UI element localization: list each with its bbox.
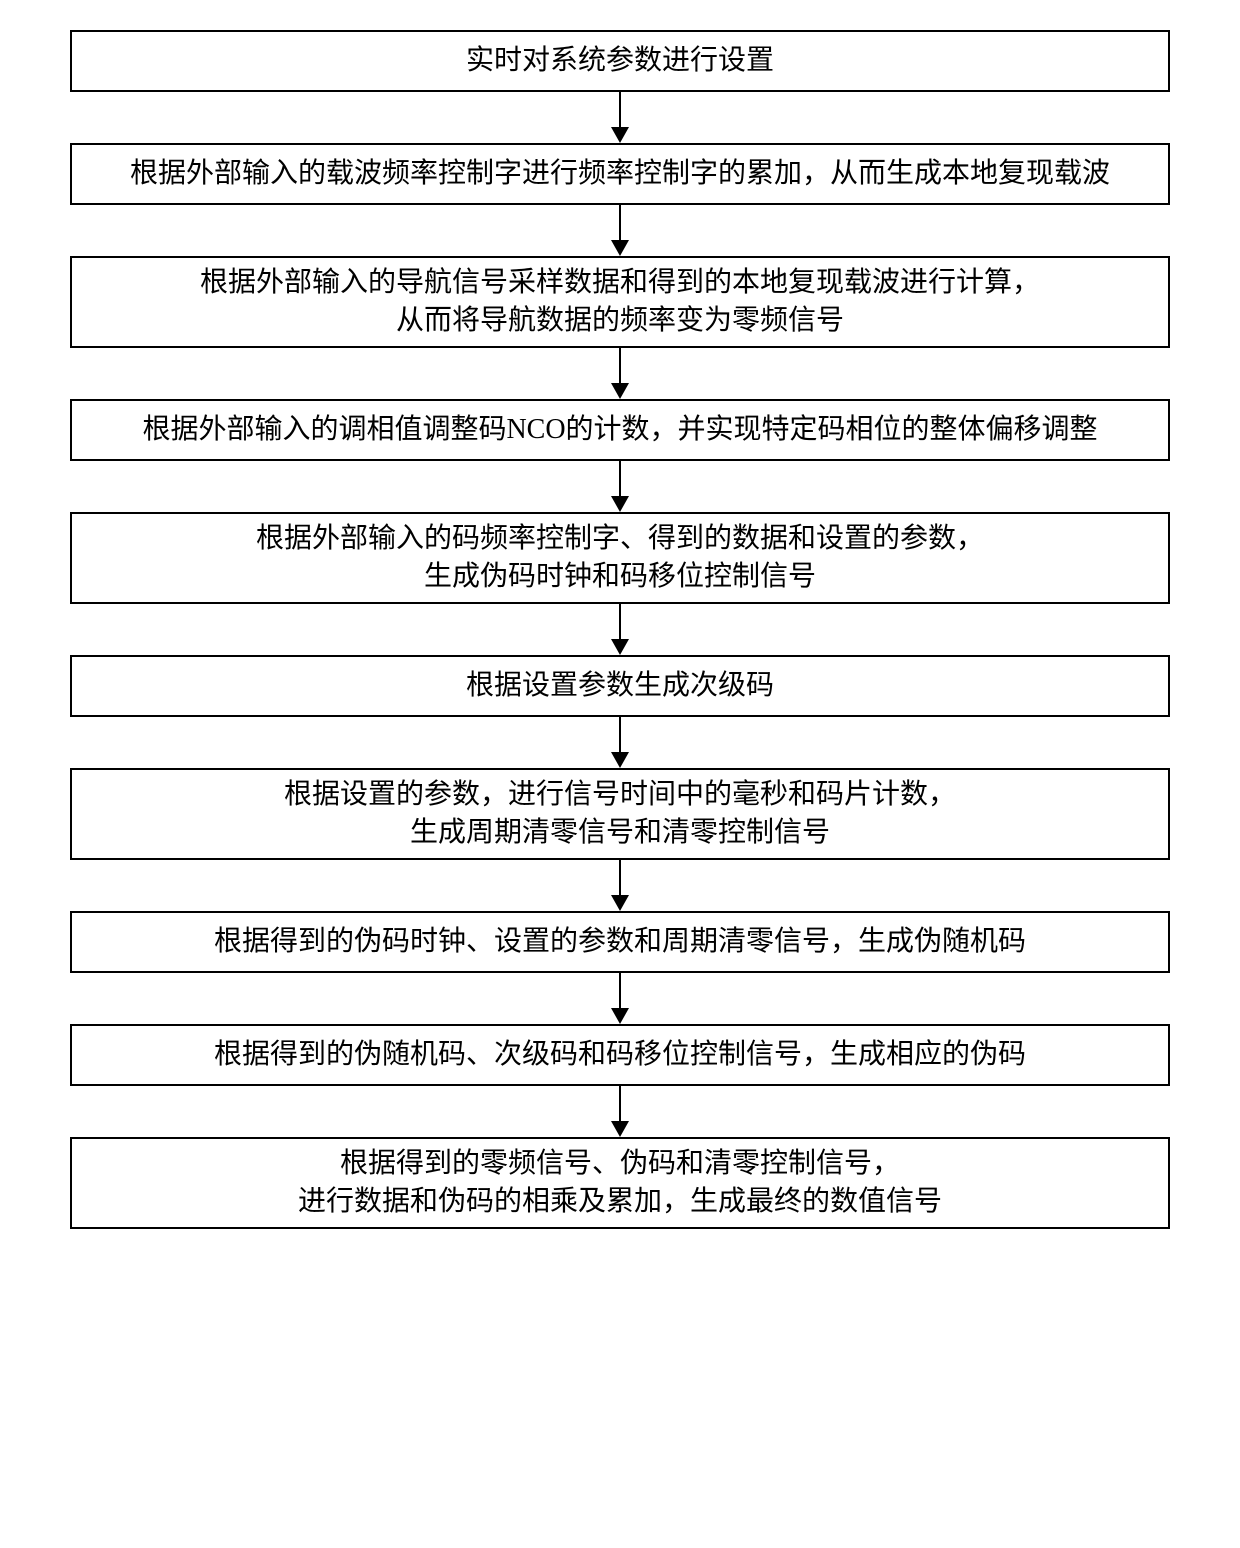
- arrow-shaft: [619, 92, 622, 128]
- arrow-head-icon: [611, 1008, 629, 1024]
- flowchart-step-5: 根据外部输入的码频率控制字、得到的数据和设置的参数，生成伪码时钟和码移位控制信号: [70, 512, 1170, 604]
- arrow-shaft: [619, 461, 622, 497]
- flowchart-step-4: 根据外部输入的调相值调整码NCO的计数，并实现特定码相位的整体偏移调整: [70, 399, 1170, 461]
- step-1-line-1: 实时对系统参数进行设置: [466, 42, 774, 80]
- flowchart-step-6: 根据设置参数生成次级码: [70, 655, 1170, 717]
- arrow-head-icon: [611, 752, 629, 768]
- flowchart-step-9: 根据得到的伪随机码、次级码和码移位控制信号，生成相应的伪码: [70, 1024, 1170, 1086]
- flowchart-step-8: 根据得到的伪码时钟、设置的参数和周期清零信号，生成伪随机码: [70, 911, 1170, 973]
- flowchart-container: 实时对系统参数进行设置根据外部输入的载波频率控制字进行频率控制字的累加，从而生成…: [70, 30, 1170, 1229]
- step-10-line-1: 根据得到的零频信号、伪码和清零控制信号，: [340, 1145, 900, 1183]
- arrow-2: [611, 205, 629, 256]
- arrow-shaft: [619, 973, 622, 1009]
- step-5-line-1: 根据外部输入的码频率控制字、得到的数据和设置的参数，: [256, 520, 984, 558]
- arrow-shaft: [619, 1086, 622, 1122]
- arrow-8: [611, 973, 629, 1024]
- step-5-line-2: 生成伪码时钟和码移位控制信号: [424, 558, 816, 596]
- arrow-5: [611, 604, 629, 655]
- flowchart-step-7: 根据设置的参数，进行信号时间中的毫秒和码片计数，生成周期清零信号和清零控制信号: [70, 768, 1170, 860]
- flowchart-step-2: 根据外部输入的载波频率控制字进行频率控制字的累加，从而生成本地复现载波: [70, 143, 1170, 205]
- flowchart-step-3: 根据外部输入的导航信号采样数据和得到的本地复现载波进行计算，从而将导航数据的频率…: [70, 256, 1170, 348]
- step-3-line-1: 根据外部输入的导航信号采样数据和得到的本地复现载波进行计算，: [200, 264, 1040, 302]
- flowchart-step-1: 实时对系统参数进行设置: [70, 30, 1170, 92]
- step-4-line-1: 根据外部输入的调相值调整码NCO的计数，并实现特定码相位的整体偏移调整: [142, 411, 1097, 449]
- arrow-head-icon: [611, 383, 629, 399]
- arrow-head-icon: [611, 496, 629, 512]
- arrow-head-icon: [611, 127, 629, 143]
- step-3-line-2: 从而将导航数据的频率变为零频信号: [396, 302, 844, 340]
- step-7-line-1: 根据设置的参数，进行信号时间中的毫秒和码片计数，: [284, 776, 956, 814]
- arrow-1: [611, 92, 629, 143]
- arrow-shaft: [619, 348, 622, 384]
- arrow-9: [611, 1086, 629, 1137]
- arrow-7: [611, 860, 629, 911]
- arrow-3: [611, 348, 629, 399]
- arrow-shaft: [619, 604, 622, 640]
- arrow-4: [611, 461, 629, 512]
- arrow-shaft: [619, 860, 622, 896]
- arrow-shaft: [619, 205, 622, 241]
- arrow-head-icon: [611, 1121, 629, 1137]
- arrow-head-icon: [611, 639, 629, 655]
- step-10-line-2: 进行数据和伪码的相乘及累加，生成最终的数值信号: [298, 1183, 942, 1221]
- arrow-head-icon: [611, 895, 629, 911]
- step-8-line-1: 根据得到的伪码时钟、设置的参数和周期清零信号，生成伪随机码: [214, 923, 1026, 961]
- step-6-line-1: 根据设置参数生成次级码: [466, 667, 774, 705]
- arrow-6: [611, 717, 629, 768]
- step-9-line-1: 根据得到的伪随机码、次级码和码移位控制信号，生成相应的伪码: [214, 1036, 1026, 1074]
- step-7-line-2: 生成周期清零信号和清零控制信号: [410, 814, 830, 852]
- arrow-shaft: [619, 717, 622, 753]
- arrow-head-icon: [611, 240, 629, 256]
- step-2-line-1: 根据外部输入的载波频率控制字进行频率控制字的累加，从而生成本地复现载波: [130, 155, 1110, 193]
- flowchart-step-10: 根据得到的零频信号、伪码和清零控制信号，进行数据和伪码的相乘及累加，生成最终的数…: [70, 1137, 1170, 1229]
